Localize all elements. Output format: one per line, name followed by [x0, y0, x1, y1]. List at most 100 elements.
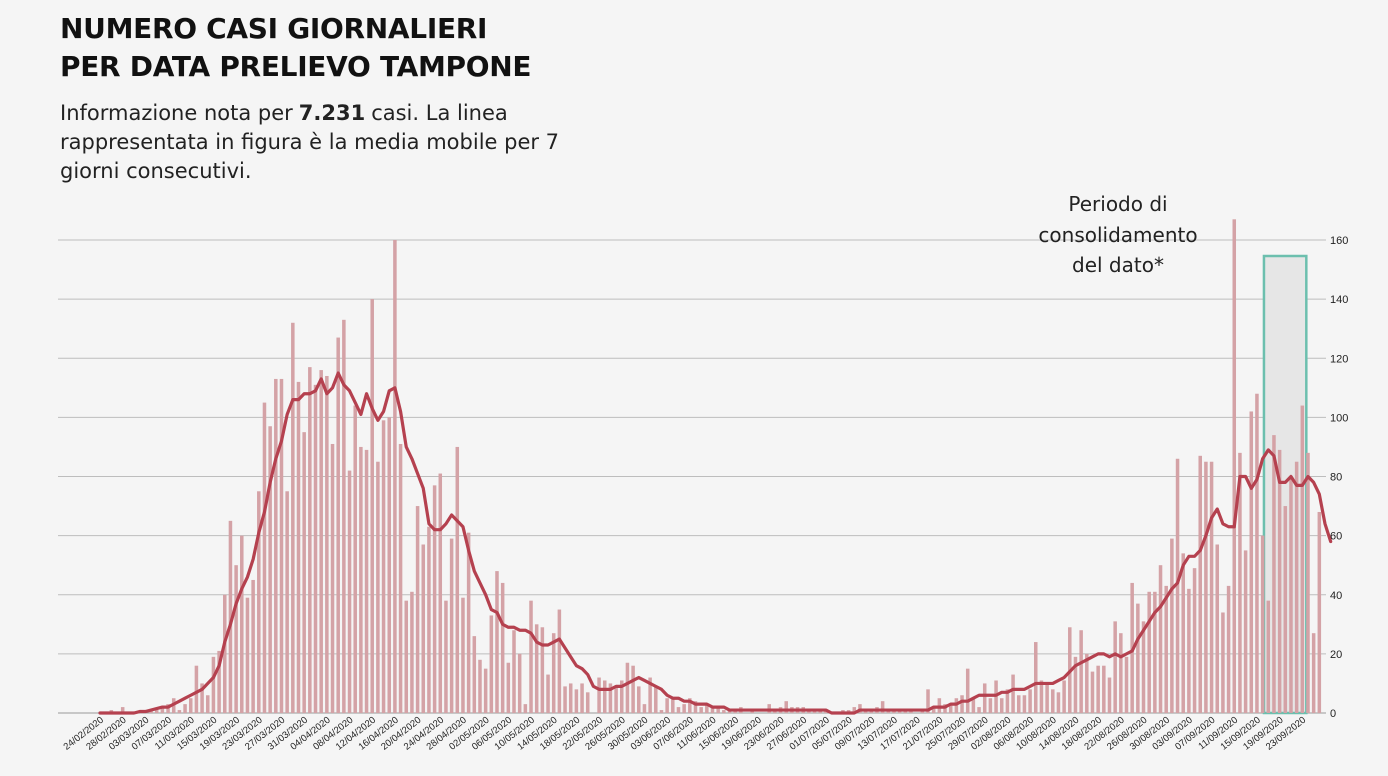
x-axis-ticks: 24/02/202028/02/202003/03/202007/03/2020…: [62, 715, 1309, 753]
daily-cases-bar: [1187, 588, 1191, 713]
daily-cases-bar: [534, 624, 539, 713]
daily-cases-bar: [438, 473, 443, 713]
daily-cases-bar: [722, 710, 726, 713]
daily-cases-bar: [1062, 680, 1066, 713]
daily-cases-bar: [1198, 455, 1202, 713]
daily-cases-bar: [398, 443, 403, 713]
daily-cases-bar: [1192, 568, 1197, 713]
daily-cases-bar: [478, 659, 482, 713]
daily-cases-bar: [1096, 665, 1100, 713]
chart-title: NUMERO CASI GIORNALIERI PER DATA PRELIEV…: [60, 10, 532, 86]
daily-cases-bar: [1158, 565, 1163, 713]
daily-cases-bar: [404, 600, 409, 713]
y-tick-label: 20: [1330, 649, 1342, 661]
daily-cases-bar: [364, 449, 369, 713]
daily-cases-bar: [188, 698, 193, 713]
daily-cases-bar: [585, 692, 590, 713]
daily-cases-bar: [523, 704, 528, 713]
daily-cases-bar: [495, 571, 499, 713]
daily-cases-bar: [1306, 452, 1310, 713]
daily-cases-bar: [1102, 665, 1106, 713]
y-tick-label: 100: [1330, 412, 1348, 424]
daily-cases-bar: [682, 704, 686, 713]
y-tick-label: 160: [1330, 235, 1348, 247]
daily-cases-bar: [444, 600, 448, 713]
daily-cases-bar: [1085, 653, 1089, 713]
daily-cases-bar: [1039, 680, 1044, 713]
daily-cases-bar: [1136, 603, 1140, 713]
daily-cases-bar: [234, 565, 238, 713]
daily-cases-bar: [597, 677, 601, 713]
daily-cases-bar: [546, 674, 550, 713]
daily-cases-bar: [982, 683, 987, 713]
daily-cases-bar: [602, 680, 607, 713]
daily-cases-bar: [240, 535, 244, 713]
y-tick-label: 120: [1330, 353, 1348, 365]
daily-cases-bar: [631, 665, 635, 713]
daily-cases-bar: [648, 677, 652, 713]
y-tick-label: 60: [1330, 531, 1342, 543]
daily-cases-bar: [353, 405, 357, 713]
daily-cases-bar: [257, 491, 261, 713]
daily-cases-bar: [1238, 452, 1242, 713]
daily-cases-bar: [415, 506, 420, 713]
daily-cases-bar: [580, 683, 584, 713]
title-line-1: NUMERO CASI GIORNALIERI: [60, 12, 488, 45]
daily-cases-bar: [370, 299, 374, 713]
daily-cases-bar: [200, 683, 204, 713]
daily-cases-bar: [500, 582, 505, 713]
daily-cases-bar: [1255, 393, 1259, 713]
daily-cases-bar: [359, 446, 363, 713]
daily-cases-bar: [960, 695, 964, 713]
daily-cases-bar: [376, 461, 380, 713]
daily-cases-bar: [205, 695, 210, 713]
daily-cases-bar: [614, 686, 618, 713]
chart-subtitle: Informazione nota per 7.231 casi. La linea…: [60, 99, 580, 186]
daily-cases-bar: [461, 597, 465, 713]
daily-cases-bar: [665, 698, 669, 713]
daily-cases-bar: [1022, 695, 1027, 713]
daily-cases-bar: [1294, 461, 1299, 713]
daily-cases-bar: [671, 698, 675, 713]
daily-cases-bar: [620, 680, 624, 713]
daily-cases-bar: [160, 707, 165, 713]
daily-cases-bar: [410, 591, 414, 713]
daily-cases-bar: [421, 544, 426, 713]
daily-cases-bar: [642, 704, 647, 713]
daily-cases-bar: [557, 609, 562, 713]
daily-cases-bar: [1272, 435, 1276, 713]
daily-cases-bar: [1249, 411, 1254, 713]
daily-cases-bar: [1079, 630, 1083, 713]
annotation-line-1: Periodo di: [1068, 192, 1167, 216]
daily-cases-bar: [1277, 449, 1282, 713]
daily-cases-bar: [1028, 689, 1032, 713]
subtitle-prefix: Informazione nota per: [60, 101, 293, 125]
daily-cases-bar: [1175, 458, 1180, 713]
daily-cases-bar: [574, 689, 579, 713]
daily-cases-bar: [466, 532, 471, 713]
daily-cases-bar: [926, 689, 930, 713]
daily-cases-bar: [1045, 683, 1049, 713]
daily-cases-bar: [880, 701, 885, 713]
daily-cases-bar: [716, 707, 720, 713]
daily-cases-bar: [1147, 591, 1151, 713]
y-tick-label: 80: [1330, 472, 1342, 484]
daily-cases-bar: [1243, 550, 1248, 713]
daily-cases-bar: [688, 698, 692, 713]
daily-cases-bar: [988, 698, 993, 713]
annotation-line-2: consolidamento: [1038, 223, 1197, 247]
subtitle-suffix: casi. La linea rappresentata in figura è…: [60, 101, 560, 183]
y-tick-label: 40: [1330, 590, 1342, 602]
daily-cases-bar: [1005, 689, 1010, 713]
daily-cases-bar: [654, 686, 658, 713]
daily-cases-bar: [1107, 677, 1112, 713]
daily-cases-bar: [608, 683, 613, 713]
daily-cases-bar: [120, 707, 125, 713]
daily-cases-bar: [1011, 674, 1015, 713]
daily-cases-bar: [245, 597, 250, 713]
daily-cases-bar: [1153, 591, 1157, 713]
moving-average-line: [98, 371, 1333, 715]
daily-cases-bar: [1090, 671, 1095, 713]
daily-cases-bar: [948, 704, 953, 713]
